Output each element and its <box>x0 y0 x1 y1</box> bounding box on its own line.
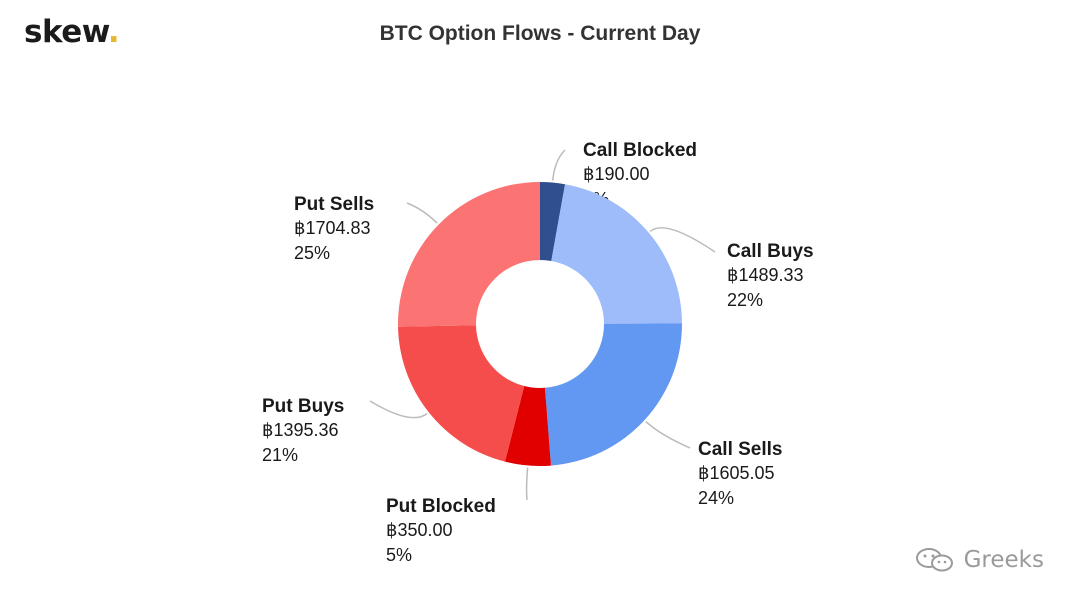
donut-slice-call-buys <box>551 184 682 324</box>
slice-name: Call Sells <box>698 439 783 460</box>
slice-value: ฿1605.05 <box>698 463 775 483</box>
wechat-icon <box>915 548 953 572</box>
slice-percent: 5% <box>386 545 412 565</box>
donut-hole <box>476 260 604 388</box>
label-connector <box>649 227 716 253</box>
slice-percent: 24% <box>698 488 734 508</box>
slice-percent: 25% <box>294 243 330 263</box>
donut-slice-put-buys <box>398 325 525 462</box>
slice-label: Put Sells ฿1704.83 25% <box>294 194 374 263</box>
skew-logo: skew. <box>24 14 120 50</box>
slice-value: ฿1489.33 <box>727 265 804 285</box>
slice-value: ฿190.00 <box>583 164 650 184</box>
slice-name: Put Sells <box>294 194 374 215</box>
slice-name: Call Buys <box>727 241 814 262</box>
watermark-text: Greeks <box>963 547 1044 573</box>
slice-name: Put Blocked <box>386 496 496 517</box>
label-connector <box>369 400 428 419</box>
label-connector <box>551 149 566 181</box>
logo-dot: . <box>107 14 120 50</box>
slice-value: ฿350.00 <box>386 520 453 540</box>
label-connector <box>525 467 529 501</box>
slice-percent: 22% <box>727 290 763 310</box>
slice-value: ฿1395.36 <box>262 420 339 440</box>
logo-text: skew <box>24 14 108 50</box>
slice-label: Call Sells ฿1605.05 24% <box>698 439 783 508</box>
slice-label: Put Buys ฿1395.36 21% <box>262 396 344 465</box>
slice-percent: 21% <box>262 445 298 465</box>
watermark: Greeks <box>914 547 1044 573</box>
slice-label: Put Blocked ฿350.00 5% <box>386 496 496 565</box>
slice-value: ฿1704.83 <box>294 218 371 238</box>
donut-slice-put-sells <box>398 182 540 327</box>
donut-slice-put-blocked <box>504 386 551 466</box>
chart-title: BTC Option Flows - Current Day <box>379 22 701 45</box>
label-connector <box>645 421 691 449</box>
label-connector <box>406 202 438 224</box>
slice-label: Call Buys ฿1489.33 22% <box>727 241 814 310</box>
slice-name: Put Buys <box>262 396 344 417</box>
donut-slice-call-blocked <box>540 182 566 262</box>
slice-name: Call Blocked <box>583 140 697 161</box>
donut-slice-call-sells <box>544 323 682 466</box>
